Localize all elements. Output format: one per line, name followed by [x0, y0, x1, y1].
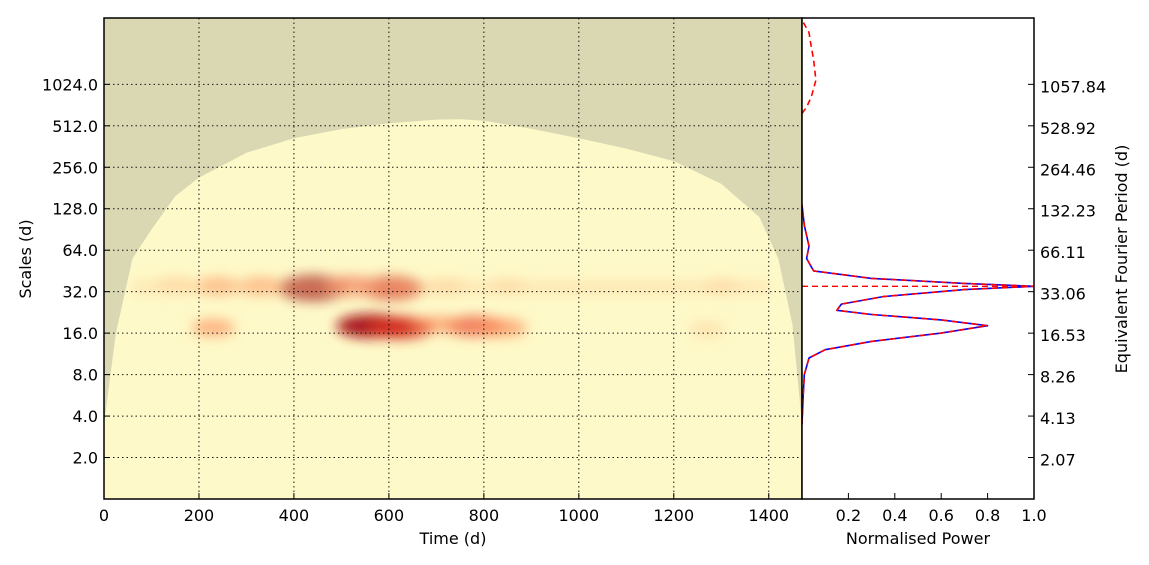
wavelet-panel: 0 200 400 600 800 1000 1200 1400 2.0 4.0 8.0 16.0 3… [16, 17, 803, 548]
power-tick-label: 0.4 [882, 506, 907, 525]
y-tick-label: 32.0 [62, 283, 98, 302]
x-tick-label: 1000 [558, 506, 599, 525]
power-tick-label: 1.0 [1021, 506, 1046, 525]
x-tick-label: 400 [279, 506, 310, 525]
y-tick-label: 2.0 [73, 449, 98, 468]
y-axis-label: Scales (d) [16, 219, 35, 298]
period-tick-label: 16.53 [1040, 326, 1086, 345]
global-power-panel: 0.2 0.4 0.6 0.8 1.0 2.07 4.13 8.26 16.53 33.06 66… [801, 17, 1131, 548]
period-tick-label: 1057.84 [1040, 77, 1106, 96]
power-axis-label: Normalised Power [846, 529, 991, 548]
y-tick-label: 64.0 [62, 241, 98, 260]
power-tick-label: 0.8 [975, 506, 1000, 525]
y-tick-label: 512.0 [52, 117, 98, 136]
period-tick-label: 4.13 [1040, 409, 1076, 428]
y-tick-label: 1024.0 [42, 75, 98, 94]
significance-curve [802, 204, 1034, 425]
y-tick-label: 4.0 [73, 407, 98, 426]
x-tick-label: 200 [184, 506, 215, 525]
power-blob-layer [132, 276, 769, 340]
secondary-y-axis-label: Equivalent Fourier Period (d) [1112, 145, 1131, 374]
x-tick-label: 800 [469, 506, 500, 525]
period-tick-label: 8.26 [1040, 368, 1076, 387]
y-tick-label: 16.0 [62, 324, 98, 343]
global-power-curves [802, 19, 1034, 425]
period-tick-label: 264.46 [1040, 160, 1096, 179]
scale-axis-ticks: 2.0 4.0 8.0 16.0 32.0 64.0 128.0 256.0 512.0 1024… [42, 75, 110, 468]
period-tick-label: 66.11 [1040, 243, 1086, 262]
global-power-frame [801, 17, 1035, 500]
power-band [132, 281, 769, 294]
power-blob [688, 321, 726, 338]
y-tick-label: 128.0 [52, 200, 98, 219]
x-tick-label: 600 [374, 506, 405, 525]
global-power-background [802, 18, 1034, 499]
x-tick-label: 1200 [653, 506, 694, 525]
y-tick-label: 8.0 [73, 366, 98, 385]
x-axis-label: Time (d) [419, 529, 487, 548]
power-blob [191, 319, 235, 337]
y-tick-label: 256.0 [52, 158, 98, 177]
x-tick-label: 1400 [748, 506, 789, 525]
power-axis-ticks: 0.2 0.4 0.6 0.8 1.0 [836, 493, 1047, 525]
power-tick-label: 0.6 [928, 506, 953, 525]
period-tick-label: 528.92 [1040, 119, 1096, 138]
power-blob [478, 318, 527, 338]
main-grid [104, 18, 802, 499]
period-tick-label: 2.07 [1040, 451, 1076, 470]
power-blob [414, 315, 459, 334]
period-tick-label: 33.06 [1040, 285, 1086, 304]
cone-of-influence [104, 18, 802, 425]
significance-curve [802, 19, 817, 114]
x-tick-label: 0 [99, 506, 109, 525]
power-tick-label: 0.2 [836, 506, 861, 525]
period-tick-label: 132.23 [1040, 202, 1096, 221]
time-axis-ticks: 0 200 400 600 800 1000 1200 1400 [99, 493, 789, 525]
fourier-period-ticks: 2.07 4.13 8.26 16.53 33.06 66.11 132.23 264.46 5… [1028, 77, 1106, 470]
